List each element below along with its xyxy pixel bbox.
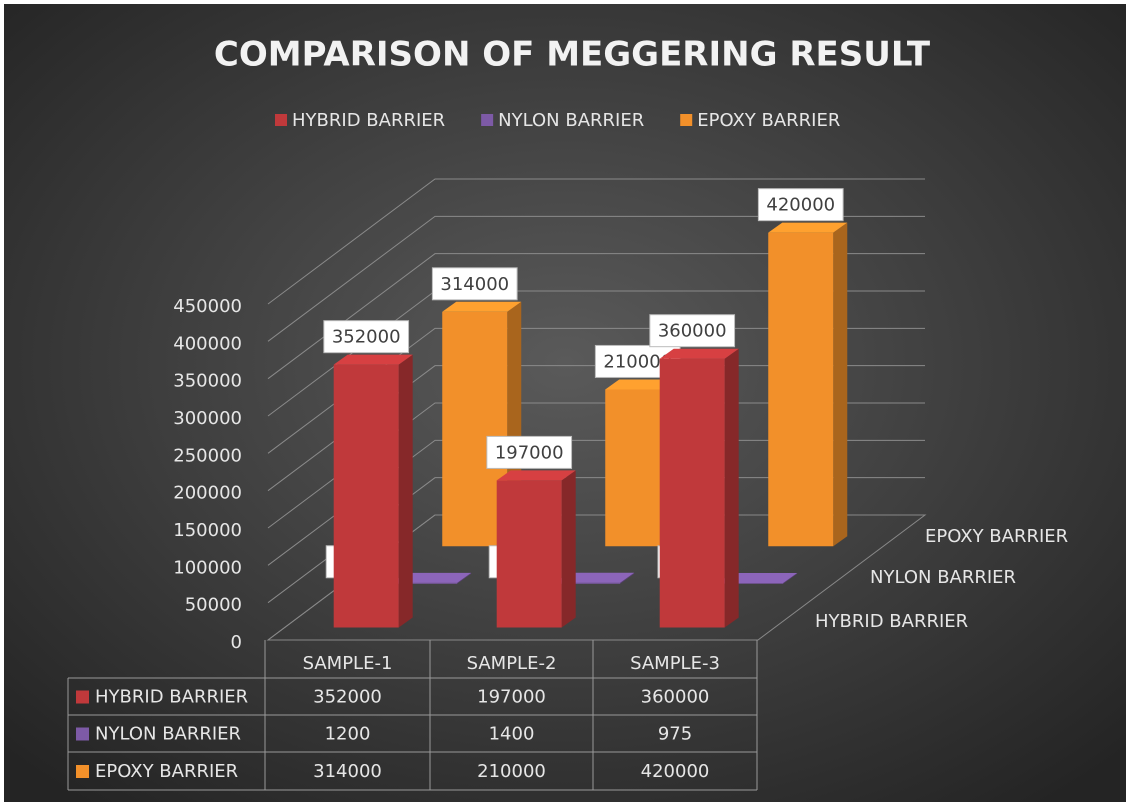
grid-line	[267, 327, 925, 454]
bar	[333, 364, 399, 628]
y-tick-label: 200000	[173, 483, 242, 504]
bar-side	[783, 573, 798, 584]
grid-line	[267, 477, 925, 604]
data-label-box	[486, 435, 573, 469]
depth-axis-label: EPOXY BARRIER	[925, 526, 1068, 547]
grid-line	[267, 402, 925, 529]
table-header: SAMPLE-3	[630, 653, 720, 674]
table-swatch	[76, 690, 89, 704]
bar-side	[724, 348, 739, 628]
depth-axis-label: NYLON BARRIER	[870, 567, 1016, 588]
bar-top	[496, 470, 576, 481]
data-label-box	[757, 188, 844, 222]
data-label-box	[649, 314, 736, 348]
table-cell: 360000	[641, 687, 710, 708]
bar-side	[457, 572, 472, 584]
table-cell: 975	[658, 724, 692, 745]
table-cell: 197000	[477, 687, 546, 708]
grid-line	[267, 178, 925, 305]
legend-swatch	[275, 114, 287, 126]
bar	[496, 480, 562, 628]
y-tick-label: 400000	[173, 333, 242, 354]
data-label-box	[323, 320, 410, 354]
bar	[659, 358, 725, 628]
data-label: 210000	[603, 351, 672, 372]
bar-top	[659, 348, 739, 359]
data-label: 352000	[332, 327, 401, 348]
y-tick-label: 150000	[173, 520, 242, 541]
table-cell: 1400	[489, 724, 535, 745]
y-tick-label: 50000	[185, 595, 242, 616]
table-cell: 314000	[313, 761, 382, 782]
legend-label: NYLON BARRIER	[498, 110, 644, 131]
bar	[555, 582, 621, 584]
y-tick-label: 450000	[173, 296, 242, 317]
grid-line	[267, 439, 925, 566]
bar-side	[620, 572, 635, 584]
bar-side	[833, 222, 848, 547]
data-label: 314000	[440, 274, 509, 295]
legend-swatch	[481, 114, 494, 126]
table-row-label: HYBRID BARRIER	[95, 687, 248, 708]
y-tick-label: 300000	[173, 408, 242, 429]
bar-top	[768, 222, 848, 233]
bar	[718, 583, 784, 584]
bar-side	[398, 354, 413, 628]
grid-line	[267, 365, 925, 492]
bar	[442, 311, 508, 547]
bar-top	[333, 354, 413, 365]
table-row-label: EPOXY BARRIER	[95, 761, 238, 782]
chart-title: COMPARISON OF MEGGERING RESULT	[214, 35, 931, 75]
table-row-label: NYLON BARRIER	[95, 724, 241, 745]
data-label: 420000	[766, 195, 835, 216]
y-tick-label: 350000	[173, 371, 242, 392]
table-cell: 210000	[477, 761, 546, 782]
legend-swatch	[680, 114, 693, 126]
bar	[392, 582, 458, 584]
bar	[605, 389, 671, 547]
legend-label: HYBRID BARRIER	[292, 110, 445, 131]
y-tick-label: 250000	[173, 445, 242, 466]
table-cell: 352000	[313, 687, 382, 708]
table-cell: 1200	[325, 724, 371, 745]
depth-axis-label: HYBRID BARRIER	[815, 611, 968, 632]
bar-side	[561, 470, 576, 628]
data-label-box	[431, 267, 518, 301]
y-tick-label: 0	[231, 632, 242, 653]
table-header: SAMPLE-2	[467, 653, 557, 674]
y-tick-label: 100000	[173, 557, 242, 578]
data-label: 197000	[495, 442, 564, 463]
table-cell: 420000	[641, 761, 710, 782]
table-swatch	[76, 727, 89, 741]
table-swatch	[76, 765, 89, 778]
bar-top	[442, 301, 522, 312]
table-header: SAMPLE-1	[303, 653, 393, 674]
bar	[768, 232, 834, 547]
data-label: 360000	[658, 321, 727, 342]
legend-label: EPOXY BARRIER	[697, 110, 840, 131]
